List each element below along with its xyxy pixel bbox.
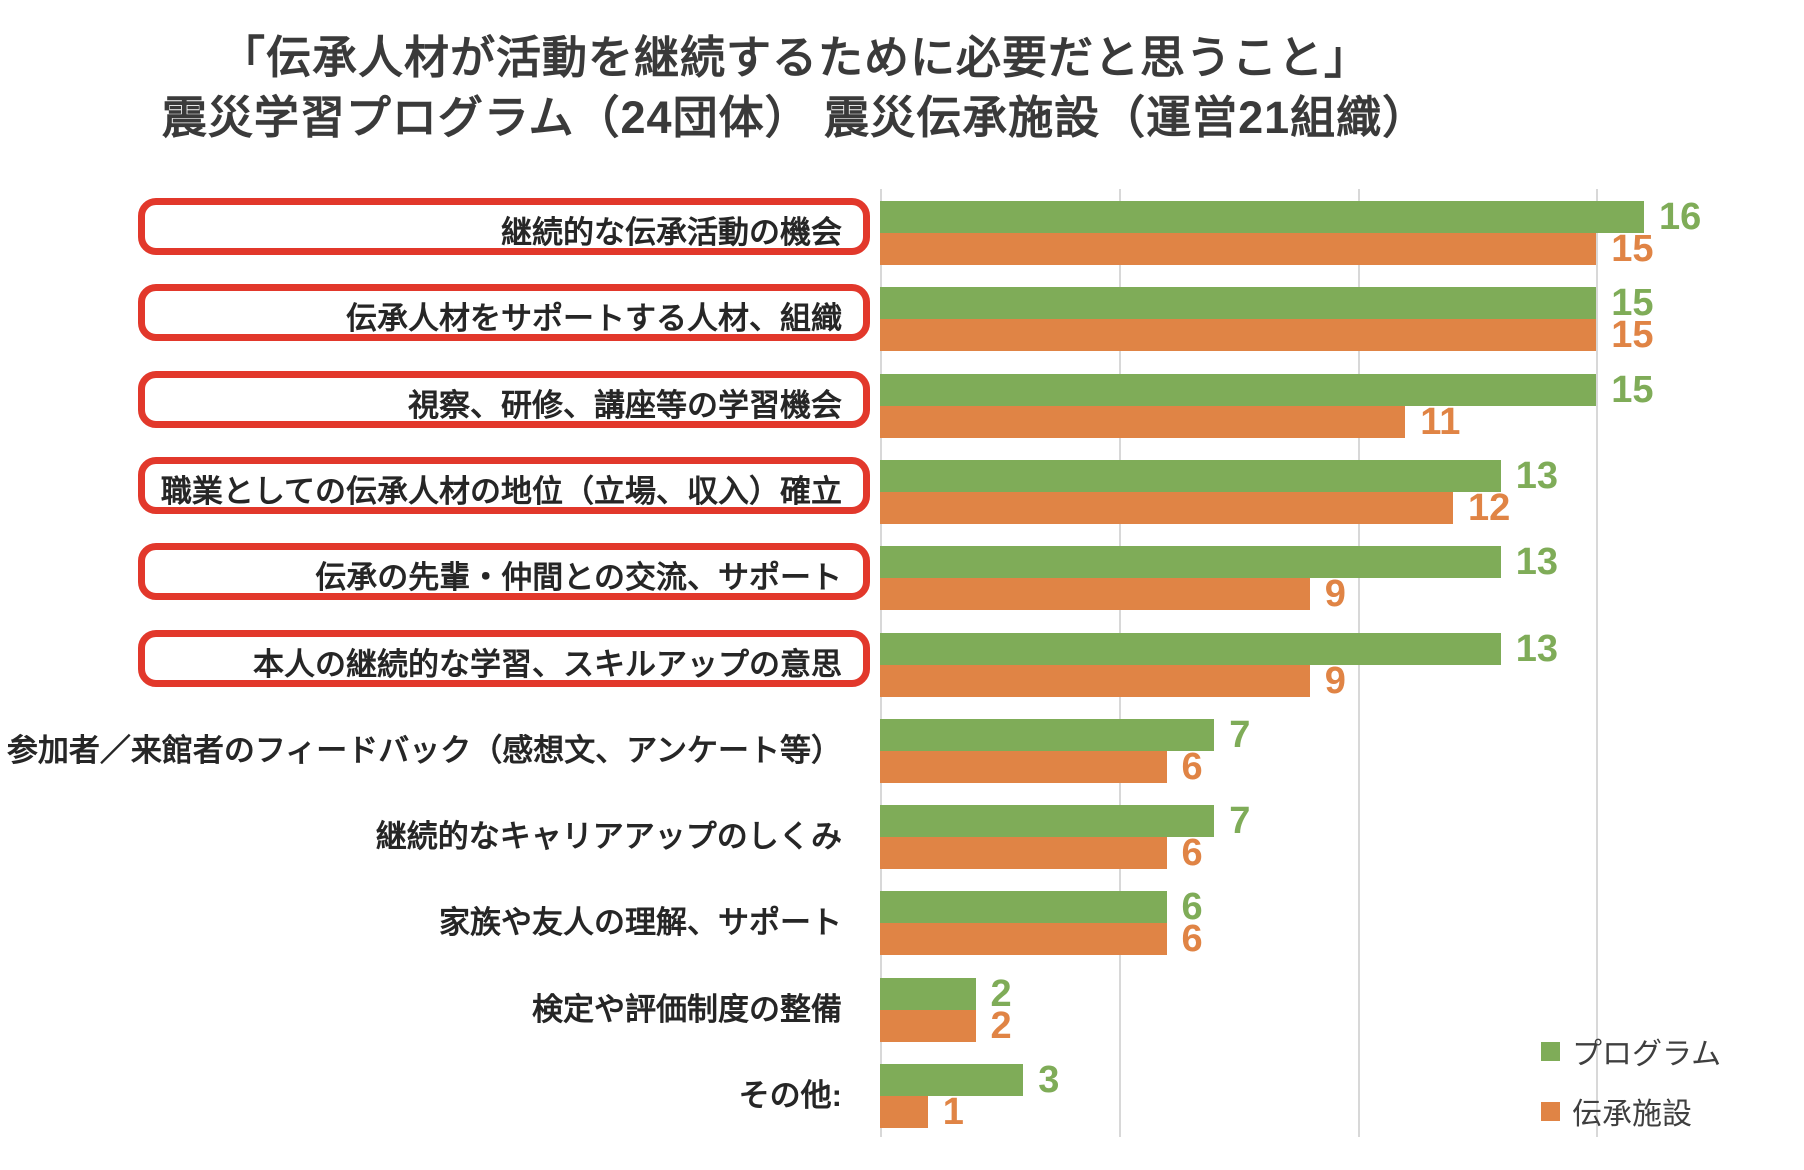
category-label: 検定や評価制度の整備 bbox=[532, 991, 842, 1027]
value-label-facility: 12 bbox=[1468, 486, 1511, 529]
value-label-program: 16 bbox=[1659, 196, 1702, 238]
bar-program bbox=[880, 201, 1644, 233]
bar-program bbox=[880, 1064, 1024, 1096]
highlight-box bbox=[138, 456, 870, 514]
bar-program bbox=[880, 546, 1501, 579]
value-label-program: 15 bbox=[1611, 282, 1654, 325]
value-label-facility: 9 bbox=[1324, 573, 1346, 616]
chart-title-line2: 震災学習プログラム（24団体） 震災伝承施設（運営21組織） bbox=[161, 92, 1429, 143]
bar-facility bbox=[880, 405, 1406, 438]
bar-program bbox=[880, 287, 1597, 320]
bar-program bbox=[880, 632, 1501, 665]
legend-swatch-icon bbox=[1541, 1041, 1560, 1061]
value-label-facility: 6 bbox=[1181, 918, 1203, 961]
value-label-facility: 9 bbox=[1324, 659, 1346, 702]
bar-facility bbox=[880, 664, 1310, 697]
value-label-program: 13 bbox=[1515, 541, 1559, 584]
legend-swatch-icon bbox=[1541, 1101, 1560, 1121]
value-label-program: 2 bbox=[990, 972, 1012, 1015]
value-label-program: 13 bbox=[1515, 454, 1559, 497]
value-label-program: 6 bbox=[1181, 886, 1203, 929]
value-label-facility: 2 bbox=[990, 1004, 1012, 1047]
chart-title-line1: 「伝承人材が活動を継続するために必要だと思うこと」 bbox=[219, 32, 1370, 83]
value-label-program: 13 bbox=[1515, 627, 1559, 670]
category-label: 家族や友人の理解、サポート bbox=[439, 905, 842, 941]
category-label: 本人の継続的な学習、スキルアップの意思 bbox=[253, 646, 842, 682]
value-label-program: 3 bbox=[1038, 1059, 1060, 1101]
highlight-box bbox=[138, 198, 870, 255]
highlight-box bbox=[138, 543, 870, 601]
bar-facility bbox=[880, 233, 1597, 265]
value-label-program: 7 bbox=[1229, 800, 1251, 843]
bar-facility bbox=[880, 1096, 928, 1128]
chart-title: 「伝承人材が活動を継続するために必要だと思うこと」 震災学習プログラム（24団体… bbox=[0, 28, 1590, 148]
legend-label: 伝承施設 bbox=[1572, 1098, 1692, 1131]
bar-program bbox=[880, 459, 1501, 492]
bar-facility bbox=[880, 319, 1597, 352]
bar-program bbox=[880, 718, 1215, 751]
value-label-facility: 1 bbox=[942, 1091, 964, 1133]
bar-program bbox=[880, 805, 1215, 838]
bar-facility bbox=[880, 491, 1453, 524]
value-label-facility: 11 bbox=[1420, 400, 1461, 443]
bar-facility bbox=[880, 578, 1310, 611]
category-label: その他: bbox=[738, 1078, 842, 1113]
value-label-facility: 15 bbox=[1611, 314, 1654, 357]
highlight-box bbox=[138, 284, 870, 342]
bar-program bbox=[880, 891, 1167, 924]
category-label: 視察、研修、講座等の学習機会 bbox=[408, 387, 842, 423]
highlight-box bbox=[138, 370, 870, 428]
highlight-box bbox=[138, 629, 870, 687]
value-label-program: 7 bbox=[1229, 713, 1251, 756]
legend-label: プログラム bbox=[1572, 1038, 1722, 1071]
category-label: 職業としての伝承人材の地位（立場、収入）確立 bbox=[160, 473, 842, 509]
bar-facility bbox=[880, 750, 1167, 783]
bar-facility bbox=[880, 837, 1167, 870]
legend-item: プログラム bbox=[1541, 1034, 1721, 1071]
value-label-program: 15 bbox=[1611, 368, 1654, 411]
bar-facility bbox=[880, 1009, 976, 1042]
category-label: 継続的な伝承活動の機会 bbox=[501, 215, 842, 250]
category-label: 伝承人材をサポートする人材、組織 bbox=[346, 301, 842, 337]
value-label-facility: 6 bbox=[1181, 832, 1203, 875]
category-label: 継続的なキャリアアップのしくみ bbox=[375, 819, 842, 855]
value-label-facility: 6 bbox=[1181, 745, 1203, 788]
gridline-x-15 bbox=[1596, 189, 1599, 1137]
value-label-facility: 15 bbox=[1611, 228, 1654, 270]
legend-item: 伝承施設 bbox=[1541, 1094, 1692, 1131]
bar-facility bbox=[880, 923, 1167, 956]
bar-program bbox=[880, 977, 976, 1010]
bar-program bbox=[880, 373, 1597, 406]
category-label: 伝承の先輩・仲間との交流、サポート bbox=[315, 560, 842, 596]
category-label: 参加者／来館者のフィードバック（感想文、アンケート等） bbox=[6, 732, 842, 768]
